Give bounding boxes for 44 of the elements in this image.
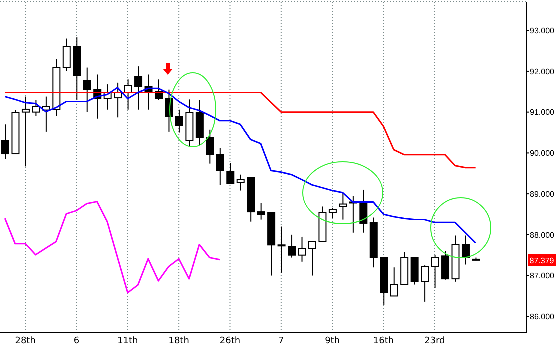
- text: 87.379: [530, 256, 555, 266]
- y-tick-label: 87.000: [530, 272, 556, 281]
- candlestick: [339, 192, 348, 220]
- candlestick: [236, 174, 245, 192]
- candlestick: [22, 96, 30, 168]
- candlestick: [2, 124, 10, 160]
- candlestick: [308, 241, 316, 276]
- x-tick-label: 11th: [118, 336, 138, 346]
- candlestick: [278, 226, 286, 274]
- candlestick: [288, 234, 296, 258]
- candlestick: [134, 66, 143, 110]
- y-tick-label: 88.000: [530, 230, 556, 240]
- y-tick-label: 89.000: [530, 190, 556, 199]
- line-series: [4, 87, 477, 244]
- candlestick: [216, 148, 224, 186]
- x-tick-label: 23rd: [424, 336, 446, 346]
- candlestick: [298, 236, 306, 262]
- x-tick-label: 7: [278, 336, 284, 346]
- candlestick: [257, 202, 266, 220]
- x-tick-label: 18th: [168, 336, 190, 346]
- candlestick: [32, 100, 40, 117]
- candlestick: [206, 129, 214, 164]
- candlestick: [175, 109, 184, 134]
- y-tick-label: 90.000: [530, 149, 556, 158]
- candlestick: [83, 67, 92, 113]
- candlestick: [62, 38, 71, 72]
- candlestick: [360, 189, 368, 234]
- candlestick: [226, 162, 235, 184]
- x-tick-label: 16th: [373, 336, 394, 346]
- y-tick-label: 92.000: [530, 67, 556, 76]
- x-tick-label: 9th: [325, 336, 340, 346]
- x-tick-label: 6: [74, 336, 80, 346]
- y-tick-label: 91.000: [530, 108, 556, 118]
- candlestick: [431, 254, 440, 289]
- candlestick: [462, 235, 470, 266]
- x-tick-label: 28th: [15, 336, 36, 346]
- y-tick-label: 93.000: [530, 26, 556, 36]
- candlestick: [328, 207, 337, 220]
- x-tick-label: 26th: [220, 336, 241, 346]
- candlestick: [390, 267, 398, 297]
- y-tick-label: 86.000: [530, 312, 556, 322]
- candlestick: [421, 265, 430, 302]
- candlestick: [442, 250, 450, 280]
- line-series: [4, 201, 221, 294]
